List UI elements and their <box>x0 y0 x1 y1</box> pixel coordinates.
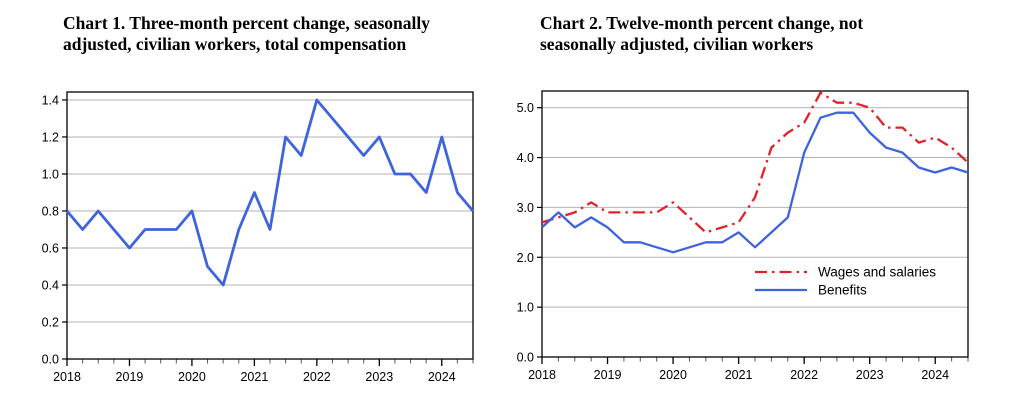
y-tick-label: 5.0 <box>517 101 534 115</box>
chart-2-title-line-1: Chart 2. Twelve-month percent change, no… <box>540 13 864 33</box>
chart-1-plot: 0.0 0.2 0.4 0.6 0.8 1.0 1.2 1.4 2018 2019 2020 2021… <box>42 91 475 384</box>
series-wages-and-salaries-line <box>541 91 969 234</box>
y-tick-label: 0.6 <box>42 241 59 255</box>
y-tick-label: 1.0 <box>517 301 534 315</box>
x-tick-label: 2020 <box>659 368 687 382</box>
plot-border <box>66 91 474 360</box>
x-tick-label: 2023 <box>856 368 884 382</box>
y-tick-label: 0.8 <box>42 204 59 218</box>
gridlines <box>542 107 968 308</box>
x-tick-label: 2020 <box>178 370 206 384</box>
chart-1-title-line-1: Chart 1. Three-month percent change, sea… <box>63 13 431 33</box>
x-tick-label: 2022 <box>303 370 331 384</box>
x-tick-label: 2019 <box>594 368 622 382</box>
y-tick-label: 1.0 <box>42 167 59 181</box>
x-axis: 2018 2019 2020 2021 2022 2023 2024 <box>53 359 474 384</box>
series-benefits-line <box>541 111 969 254</box>
y-tick-label: 4.0 <box>517 151 534 165</box>
y-tick-label: 1.4 <box>42 93 59 107</box>
x-tick-label: 2024 <box>921 368 949 382</box>
x-tick-label: 2018 <box>528 368 556 382</box>
y-tick-label: 2.0 <box>517 251 534 265</box>
chart-1-title: Chart 1. Three-month percent change, sea… <box>63 13 430 55</box>
gridlines <box>67 99 473 323</box>
y-axis: 0.0 0.2 0.4 0.6 0.8 1.0 1.2 1.4 <box>42 93 67 367</box>
chart-2-title-line-2: seasonally adjusted, civilian workers <box>540 34 814 54</box>
x-tick-label: 2024 <box>428 370 456 384</box>
x-axis: 2018 2019 2020 2021 2022 2023 2024 <box>528 357 969 382</box>
x-tick-label: 2021 <box>240 370 268 384</box>
series-total-compensation-line <box>65 98 475 287</box>
x-tick-label: 2023 <box>365 370 393 384</box>
plot-border <box>541 90 969 358</box>
y-axis: 0.0 1.0 2.0 3.0 4.0 5.0 <box>517 101 542 365</box>
y-tick-label: 3.0 <box>517 201 534 215</box>
y-tick-label: 0.0 <box>517 351 534 365</box>
legend-label-wages-and-salaries: Wages and salaries <box>818 265 936 280</box>
chart-1-title-line-2: adjusted, civilian workers, total compen… <box>63 34 407 54</box>
x-tick-label: 2019 <box>116 370 144 384</box>
y-tick-label: 1.2 <box>42 130 59 144</box>
x-tick-label: 2018 <box>53 370 81 384</box>
y-tick-label: 0.0 <box>42 353 59 367</box>
legend: Wages and salaries Benefits <box>755 265 936 298</box>
x-tick-label: 2021 <box>725 368 753 382</box>
chart-2-title: Chart 2. Twelve-month percent change, no… <box>540 13 863 55</box>
y-tick-label: 0.4 <box>42 278 59 292</box>
x-tick-label: 2022 <box>790 368 818 382</box>
legend-label-benefits: Benefits <box>818 283 867 298</box>
y-tick-label: 0.2 <box>42 315 59 329</box>
